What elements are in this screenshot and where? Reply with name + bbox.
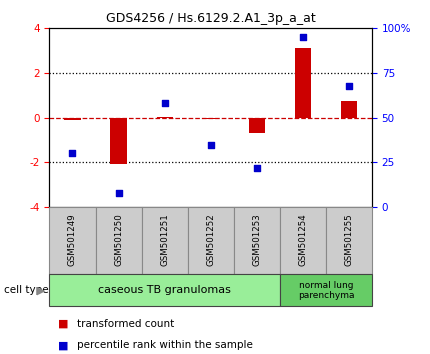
Bar [341,101,357,118]
Bar [95,207,141,274]
Point [253,165,260,171]
Bar [234,207,280,274]
Text: ■: ■ [58,319,68,329]
Text: transformed count: transformed count [77,319,175,329]
Point [207,142,214,147]
Point [115,190,122,196]
Bar [187,207,234,274]
Bar [64,118,80,120]
Text: GSM501254: GSM501254 [298,213,307,266]
Bar [49,274,280,306]
Bar [111,118,126,164]
Point [345,83,352,88]
Text: ▶: ▶ [37,285,45,295]
Bar [203,118,219,119]
Text: GDS4256 / Hs.6129.2.A1_3p_a_at: GDS4256 / Hs.6129.2.A1_3p_a_at [106,12,316,25]
Bar [326,207,372,274]
Text: percentile rank within the sample: percentile rank within the sample [77,340,253,350]
Text: GSM501253: GSM501253 [252,213,261,266]
Bar [49,207,95,274]
Point [69,150,76,156]
Bar [280,207,326,274]
Bar [157,116,173,118]
Point [299,34,306,40]
Text: normal lung
parenchyma: normal lung parenchyma [298,281,354,300]
Text: GSM501251: GSM501251 [160,213,169,266]
Point [161,101,168,106]
Bar [295,48,311,118]
Text: caseous TB granulomas: caseous TB granulomas [98,285,231,295]
Text: GSM501252: GSM501252 [206,213,215,266]
Text: GSM501255: GSM501255 [344,213,353,266]
Text: GSM501250: GSM501250 [114,213,123,266]
Text: cell type: cell type [4,285,49,295]
Bar [249,118,265,133]
Text: ■: ■ [58,340,68,350]
Bar [141,207,187,274]
Text: GSM501249: GSM501249 [68,213,77,266]
Bar [280,274,372,306]
